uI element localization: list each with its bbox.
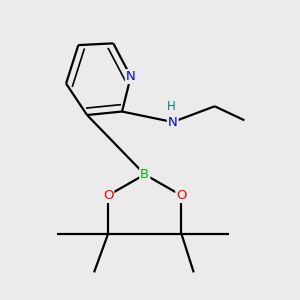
Text: H: H xyxy=(167,100,176,113)
Text: O: O xyxy=(176,189,187,202)
Text: O: O xyxy=(103,189,113,202)
Text: N: N xyxy=(126,70,136,83)
Text: N: N xyxy=(168,116,178,128)
Text: B: B xyxy=(140,168,149,181)
